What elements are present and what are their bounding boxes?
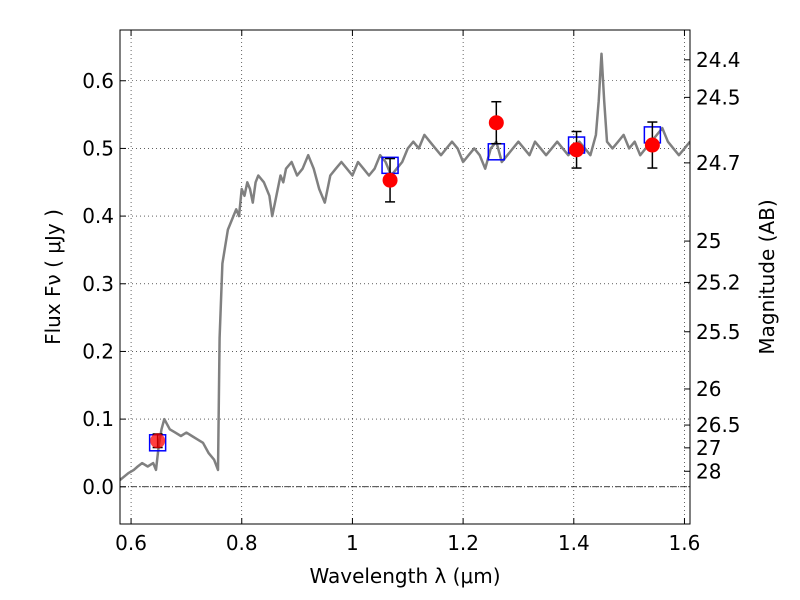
y-axis-title: Flux Fν ( μJy ) — [41, 209, 65, 345]
observed-photometry-point — [569, 142, 585, 158]
x-tick-label: 0.8 — [226, 531, 258, 555]
observed-photometry-point — [644, 137, 660, 153]
x-tick-label: 1.2 — [447, 531, 479, 555]
mag-tick-label: 25.5 — [696, 320, 741, 344]
plot-frame — [119, 29, 691, 525]
y-tick-label: 0.6 — [82, 69, 114, 93]
spectrum-line — [120, 52, 690, 481]
axis-ticks: 0.6 0.8 1 1.2 1.4 1.6 0.0 0.1 0.2 0.3 0.4 0.5 0.6 24.… — [82, 30, 741, 555]
mag-tick-label: 26 — [696, 377, 721, 401]
mag-tick-label: 24.7 — [696, 151, 741, 175]
data-layer — [120, 52, 690, 481]
grid-lines — [120, 30, 690, 524]
mag-tick-label: 24.4 — [696, 48, 741, 72]
x-tick-label: 1.4 — [558, 531, 590, 555]
y-tick-label: 0.1 — [82, 407, 114, 431]
right-y-axis-title: Magnitude (AB) — [755, 199, 779, 354]
mag-tick-label: 25 — [696, 229, 721, 253]
mag-tick-label: 26.5 — [696, 413, 741, 437]
y-tick-label: 0.0 — [82, 475, 114, 499]
observed-photometry-point — [382, 172, 398, 188]
y-tick-label: 0.5 — [82, 136, 114, 160]
x-tick-label: 1 — [346, 531, 359, 555]
x-tick-label: 1.6 — [669, 531, 701, 555]
x-tick-label: 0.6 — [115, 531, 147, 555]
mag-tick-label: 25.2 — [696, 270, 741, 294]
mag-tick-label: 27 — [696, 436, 721, 460]
x-axis-title: Wavelength λ (μm) — [309, 564, 500, 588]
y-tick-label: 0.3 — [82, 272, 114, 296]
observed-photometry-point — [488, 115, 504, 131]
mag-tick-label: 28 — [696, 459, 721, 483]
y-tick-label: 0.4 — [82, 204, 114, 228]
observed-photometry-point — [150, 433, 166, 449]
mag-tick-label: 24.5 — [696, 85, 741, 109]
y-tick-label: 0.2 — [82, 339, 114, 363]
